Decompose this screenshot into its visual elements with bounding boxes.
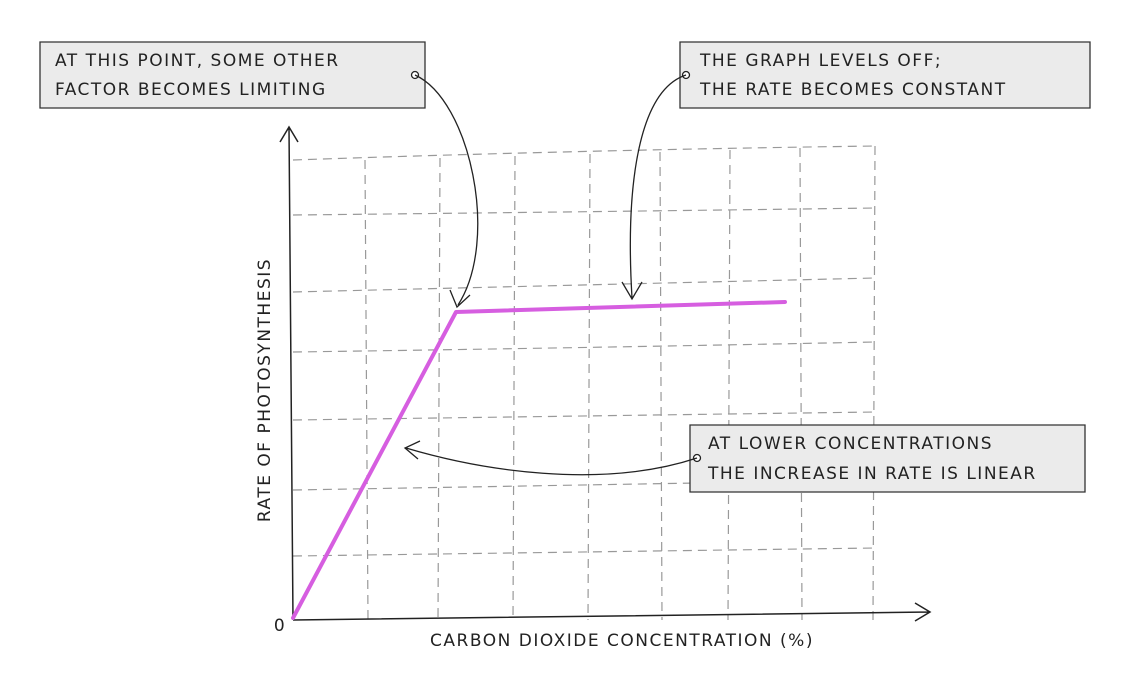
callout: AT THIS POINT, SOME OTHER FACTOR BECOMES… [39, 41, 479, 309]
rate-curve [291, 300, 787, 620]
callout-text: AT THIS POINT, SOME OTHER [55, 51, 340, 71]
callout-text: THE GRAPH LEVELS OFF; [699, 51, 942, 71]
axes [279, 125, 932, 622]
grid [292, 145, 876, 621]
x-axis-label: CARBON DIOXIDE CONCENTRATION (%) [430, 631, 814, 651]
y-axis-label: RATE OF PHOTOSYNTHESIS [255, 258, 275, 522]
callout: THE GRAPH LEVELS OFF; THE RATE BECOMES C… [621, 41, 1091, 301]
callout: AT LOWER CONCENTRATIONS THE INCREASE IN … [403, 424, 1086, 493]
callout-text: THE INCREASE IN RATE IS LINEAR [707, 464, 1037, 484]
origin-label: 0 [274, 616, 286, 636]
callout-text: THE RATE BECOMES CONSTANT [699, 80, 1007, 100]
callout-text: AT LOWER CONCENTRATIONS [708, 434, 993, 454]
callout-text: FACTOR BECOMES LIMITING [55, 80, 327, 100]
